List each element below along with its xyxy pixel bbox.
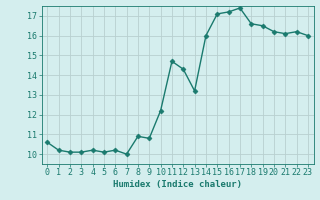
- X-axis label: Humidex (Indice chaleur): Humidex (Indice chaleur): [113, 180, 242, 189]
